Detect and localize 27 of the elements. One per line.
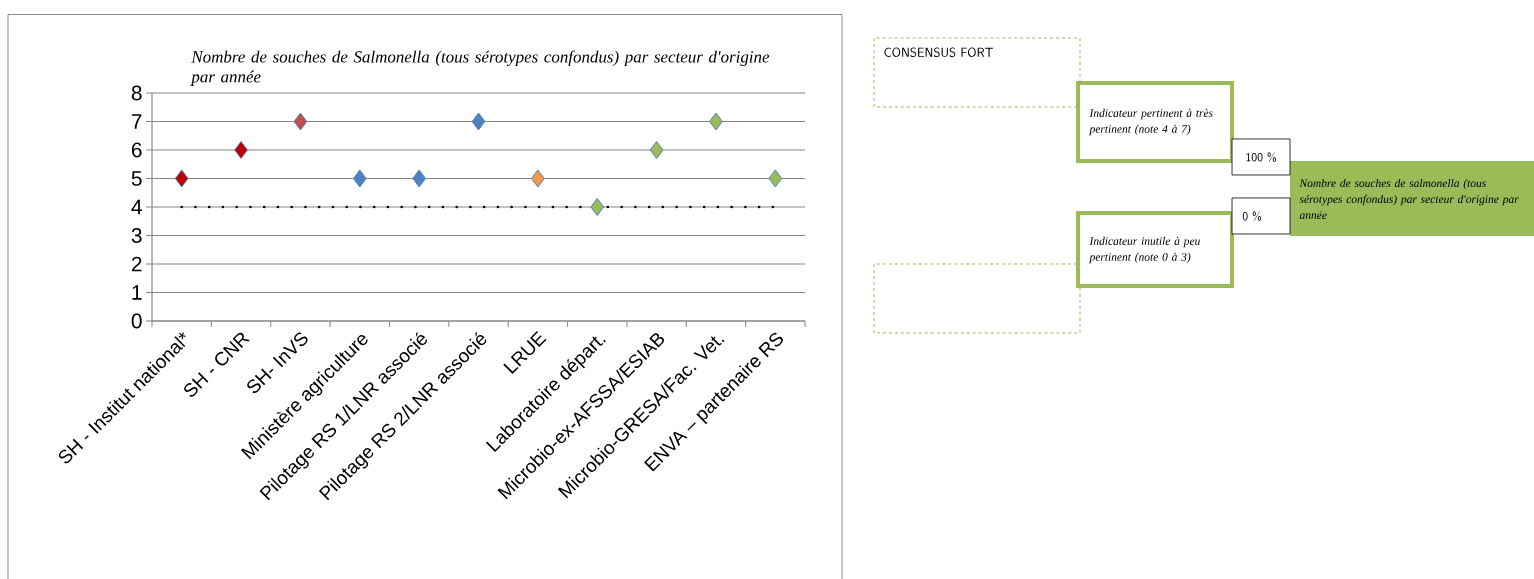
- point: [412, 169, 427, 188]
- y-tick-label: 8: [131, 85, 142, 101]
- y-tick-label: 1: [132, 285, 142, 300]
- y-tick-label: 0: [131, 313, 142, 329]
- y-tick-label: 4: [131, 199, 142, 215]
- point: [709, 112, 723, 131]
- point: [649, 141, 664, 159]
- text: 100 %: [1246, 152, 1276, 162]
- y-tick-label: 2: [131, 256, 142, 272]
- y-tick-label: 7: [131, 114, 142, 129]
- text: Indicateur pertinent à très pertinent (note 4 à 7): [1088, 108, 1213, 136]
- point: [768, 169, 783, 188]
- chart-title: Nombre de souches de Salmonella (tous sérotypes confondus) par secteur d'origine par année: [190, 50, 770, 86]
- y-tick-label: 3: [131, 228, 142, 243]
- point: [293, 112, 308, 131]
- text: CONSENSUS FORT: [884, 47, 993, 58]
- text: 0 %: [1242, 211, 1262, 221]
- point: [234, 141, 248, 159]
- y-tick-label: 5: [131, 171, 142, 186]
- point: [174, 169, 189, 188]
- text: Nombre de souches de salmonella (tous sérotypes confondus) par secteur d'origine par année: [1299, 179, 1519, 219]
- text: Indicateur inutile à peu pertinent (note 0 à 3): [1088, 236, 1200, 264]
- point: [590, 198, 605, 216]
- point: [531, 169, 545, 188]
- point: [352, 169, 367, 188]
- y-tick-label: 6: [131, 142, 142, 158]
- point: [471, 112, 486, 131]
